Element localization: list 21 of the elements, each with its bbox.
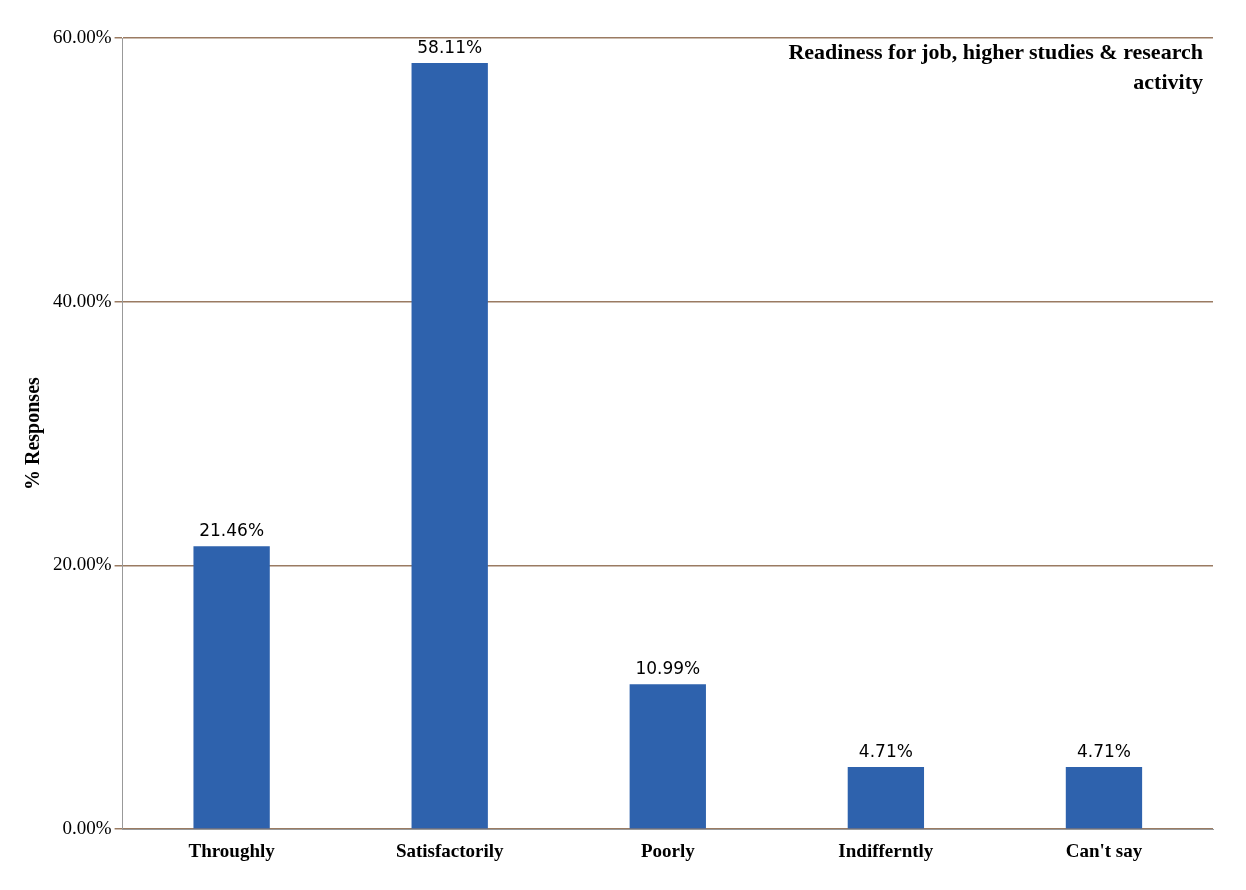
y-tick-label: 40.00% xyxy=(53,289,112,311)
data-label: 21.46% xyxy=(199,520,265,541)
bar xyxy=(629,684,706,829)
bar xyxy=(411,62,488,829)
y-axis-title: % Responses xyxy=(21,376,45,490)
y-tick-label: 20.00% xyxy=(53,553,112,575)
y-tick-label: 60.00% xyxy=(53,25,112,47)
x-tick-label: Indifferntly xyxy=(838,839,934,861)
x-tick-label: Can't say xyxy=(1065,839,1143,861)
x-tick-label: Poorly xyxy=(640,839,696,861)
bar xyxy=(847,767,925,829)
bar xyxy=(1065,767,1143,829)
data-label: 10.99% xyxy=(635,658,701,679)
data-label: 4.71% xyxy=(1076,741,1131,762)
y-tick-label: 0.00% xyxy=(62,817,112,839)
bar xyxy=(193,546,270,829)
text: Readiness for job, higher studies & research activity xyxy=(788,38,1203,94)
x-tick-label: Throughly xyxy=(188,839,276,861)
x-tick-label: Satisfactorily xyxy=(395,839,505,861)
data-label: 4.71% xyxy=(858,741,913,762)
data-label: 58.11% xyxy=(417,36,483,57)
